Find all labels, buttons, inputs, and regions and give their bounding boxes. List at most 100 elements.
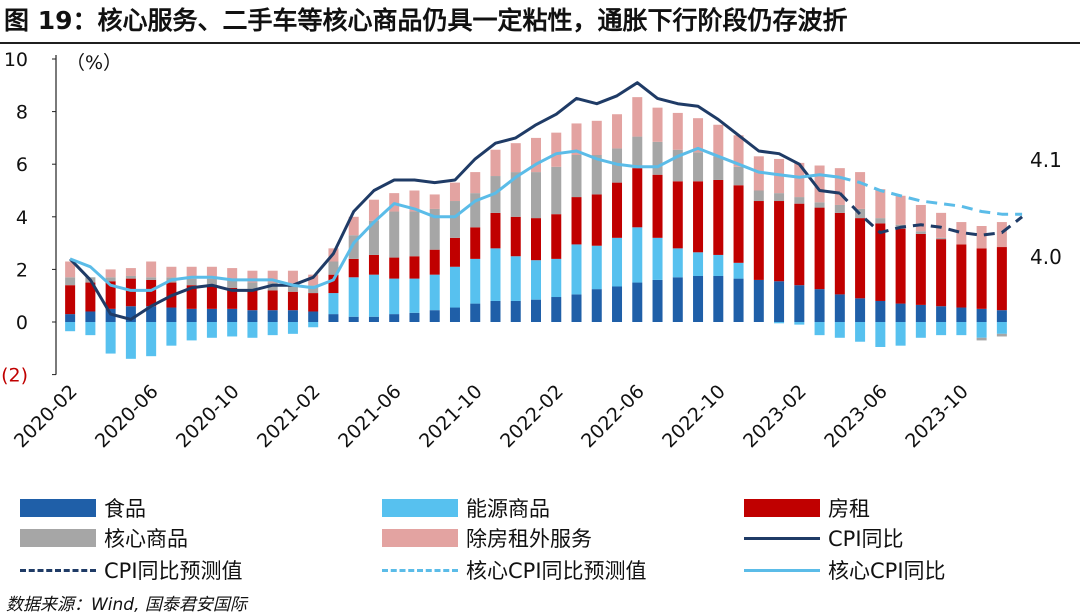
legend-item-core-cpi-forecast: 核心CPI同比预测值 xyxy=(382,556,647,584)
bar-core_goods xyxy=(774,193,785,202)
bar-food xyxy=(733,278,744,322)
bar-services_ex_rent xyxy=(571,123,582,155)
bar-services_ex_rent xyxy=(996,222,1007,248)
bar-services_ex_rent xyxy=(125,268,136,276)
bar-food xyxy=(693,275,704,322)
bar-food xyxy=(287,310,298,322)
bar-food xyxy=(753,279,764,322)
cpi-decomposition-chart: 10 8 6 4 2 0 (2) （%） 4.1 4.0 2020-02 2020-06 2020-10… xyxy=(1,49,1062,453)
legend-item-rent: 房租 xyxy=(744,494,870,522)
x-tick-label: 2020-02 xyxy=(10,381,82,453)
bar-services_ex_rent xyxy=(470,172,481,194)
bar-energy xyxy=(308,322,319,328)
end-value-label: 4.1 xyxy=(1030,148,1062,172)
bar-food xyxy=(308,311,319,322)
bar-food xyxy=(591,289,602,322)
bar-rent xyxy=(753,201,764,280)
bar-food xyxy=(936,306,947,322)
bar-services_ex_rent xyxy=(834,168,845,205)
bar-food xyxy=(713,275,724,322)
bar-food xyxy=(672,277,683,322)
x-tick-label: 2020-06 xyxy=(91,381,163,453)
bar-rent xyxy=(206,286,217,309)
line-core-cpi-forecast xyxy=(839,175,1023,216)
bar-services_ex_rent xyxy=(368,199,379,221)
bar-food xyxy=(146,306,157,322)
y-tick-label: 0 xyxy=(16,312,28,334)
bar-core_goods xyxy=(328,261,339,275)
bar-rent xyxy=(794,203,805,286)
bar-energy xyxy=(996,322,1007,334)
legend-swatch-core-cpi-forecast xyxy=(382,568,458,572)
bar-rent xyxy=(915,233,926,305)
bar-food xyxy=(834,294,845,322)
bar-rent xyxy=(490,212,501,249)
bar-rent xyxy=(105,281,116,309)
bar-core_goods xyxy=(206,278,217,287)
bar-core_goods xyxy=(510,172,521,217)
bar-food xyxy=(996,310,1007,322)
bar-core_goods xyxy=(652,141,663,175)
y-tick-label: 4 xyxy=(16,207,28,229)
bar-services_ex_rent xyxy=(206,266,217,279)
bar-rent xyxy=(429,249,440,275)
bar-core_goods xyxy=(814,202,825,208)
bar-rent xyxy=(551,214,562,259)
legend-swatch-food xyxy=(20,499,96,517)
legend-swatch-energy xyxy=(382,499,458,517)
bar-energy xyxy=(247,322,258,338)
bar-energy xyxy=(287,322,298,334)
y-tick-label: 2 xyxy=(16,259,28,281)
bar-core_goods xyxy=(449,201,460,238)
bar-services_ex_rent xyxy=(429,194,440,209)
bar-services_ex_rent xyxy=(551,132,562,167)
bar-rent xyxy=(85,282,96,312)
legend-swatch-cpi-forecast xyxy=(20,568,96,572)
legend-item-cpi-forecast: CPI同比预测值 xyxy=(20,556,243,584)
bar-core_goods xyxy=(591,154,602,195)
bar-services_ex_rent xyxy=(65,261,76,278)
bar-rent xyxy=(834,212,845,295)
bar-core_goods xyxy=(287,283,298,292)
y-tick-label: (2) xyxy=(1,365,28,387)
bar-services_ex_rent xyxy=(794,162,805,198)
bar-rent xyxy=(287,291,298,311)
bar-rent xyxy=(571,197,582,245)
legend-label-cpi: CPI同比 xyxy=(828,527,904,551)
legend-swatch-rent xyxy=(744,499,820,517)
bar-rent xyxy=(389,257,400,279)
bar-energy xyxy=(531,260,541,300)
bar-rent xyxy=(227,287,238,309)
bar-food xyxy=(652,279,663,322)
bar-core_goods xyxy=(753,190,764,202)
bar-energy xyxy=(693,252,704,276)
bar-core_goods xyxy=(105,277,116,282)
bar-services_ex_rent xyxy=(814,165,825,203)
bar-food xyxy=(267,310,278,322)
bar-food xyxy=(794,285,805,322)
bar-rent xyxy=(814,207,825,290)
bar-rent xyxy=(328,274,339,294)
legend-swatch-core-goods xyxy=(20,529,96,547)
legend-label-core-cpi-forecast: 核心CPI同比预测值 xyxy=(466,559,647,583)
bar-energy xyxy=(733,262,744,279)
bar-services_ex_rent xyxy=(672,112,683,150)
bar-food xyxy=(571,294,582,322)
bar-services_ex_rent xyxy=(713,124,724,157)
bar-services_ex_rent xyxy=(490,149,501,177)
bar-services_ex_rent xyxy=(632,97,643,137)
title-rule xyxy=(0,42,1080,44)
bar-services_ex_rent xyxy=(227,268,238,280)
bar-services_ex_rent xyxy=(308,274,319,286)
bar-rent xyxy=(470,227,481,259)
bar-rent xyxy=(308,293,319,312)
bar-energy xyxy=(186,322,197,341)
bar-energy xyxy=(449,266,460,308)
bar-rent xyxy=(956,244,967,308)
bar-services_ex_rent xyxy=(146,261,157,278)
bar-food xyxy=(449,307,460,322)
bar-energy xyxy=(328,293,339,315)
bar-core_goods xyxy=(65,277,76,286)
y-tick-label: 6 xyxy=(16,154,28,176)
bar-food xyxy=(875,300,886,322)
